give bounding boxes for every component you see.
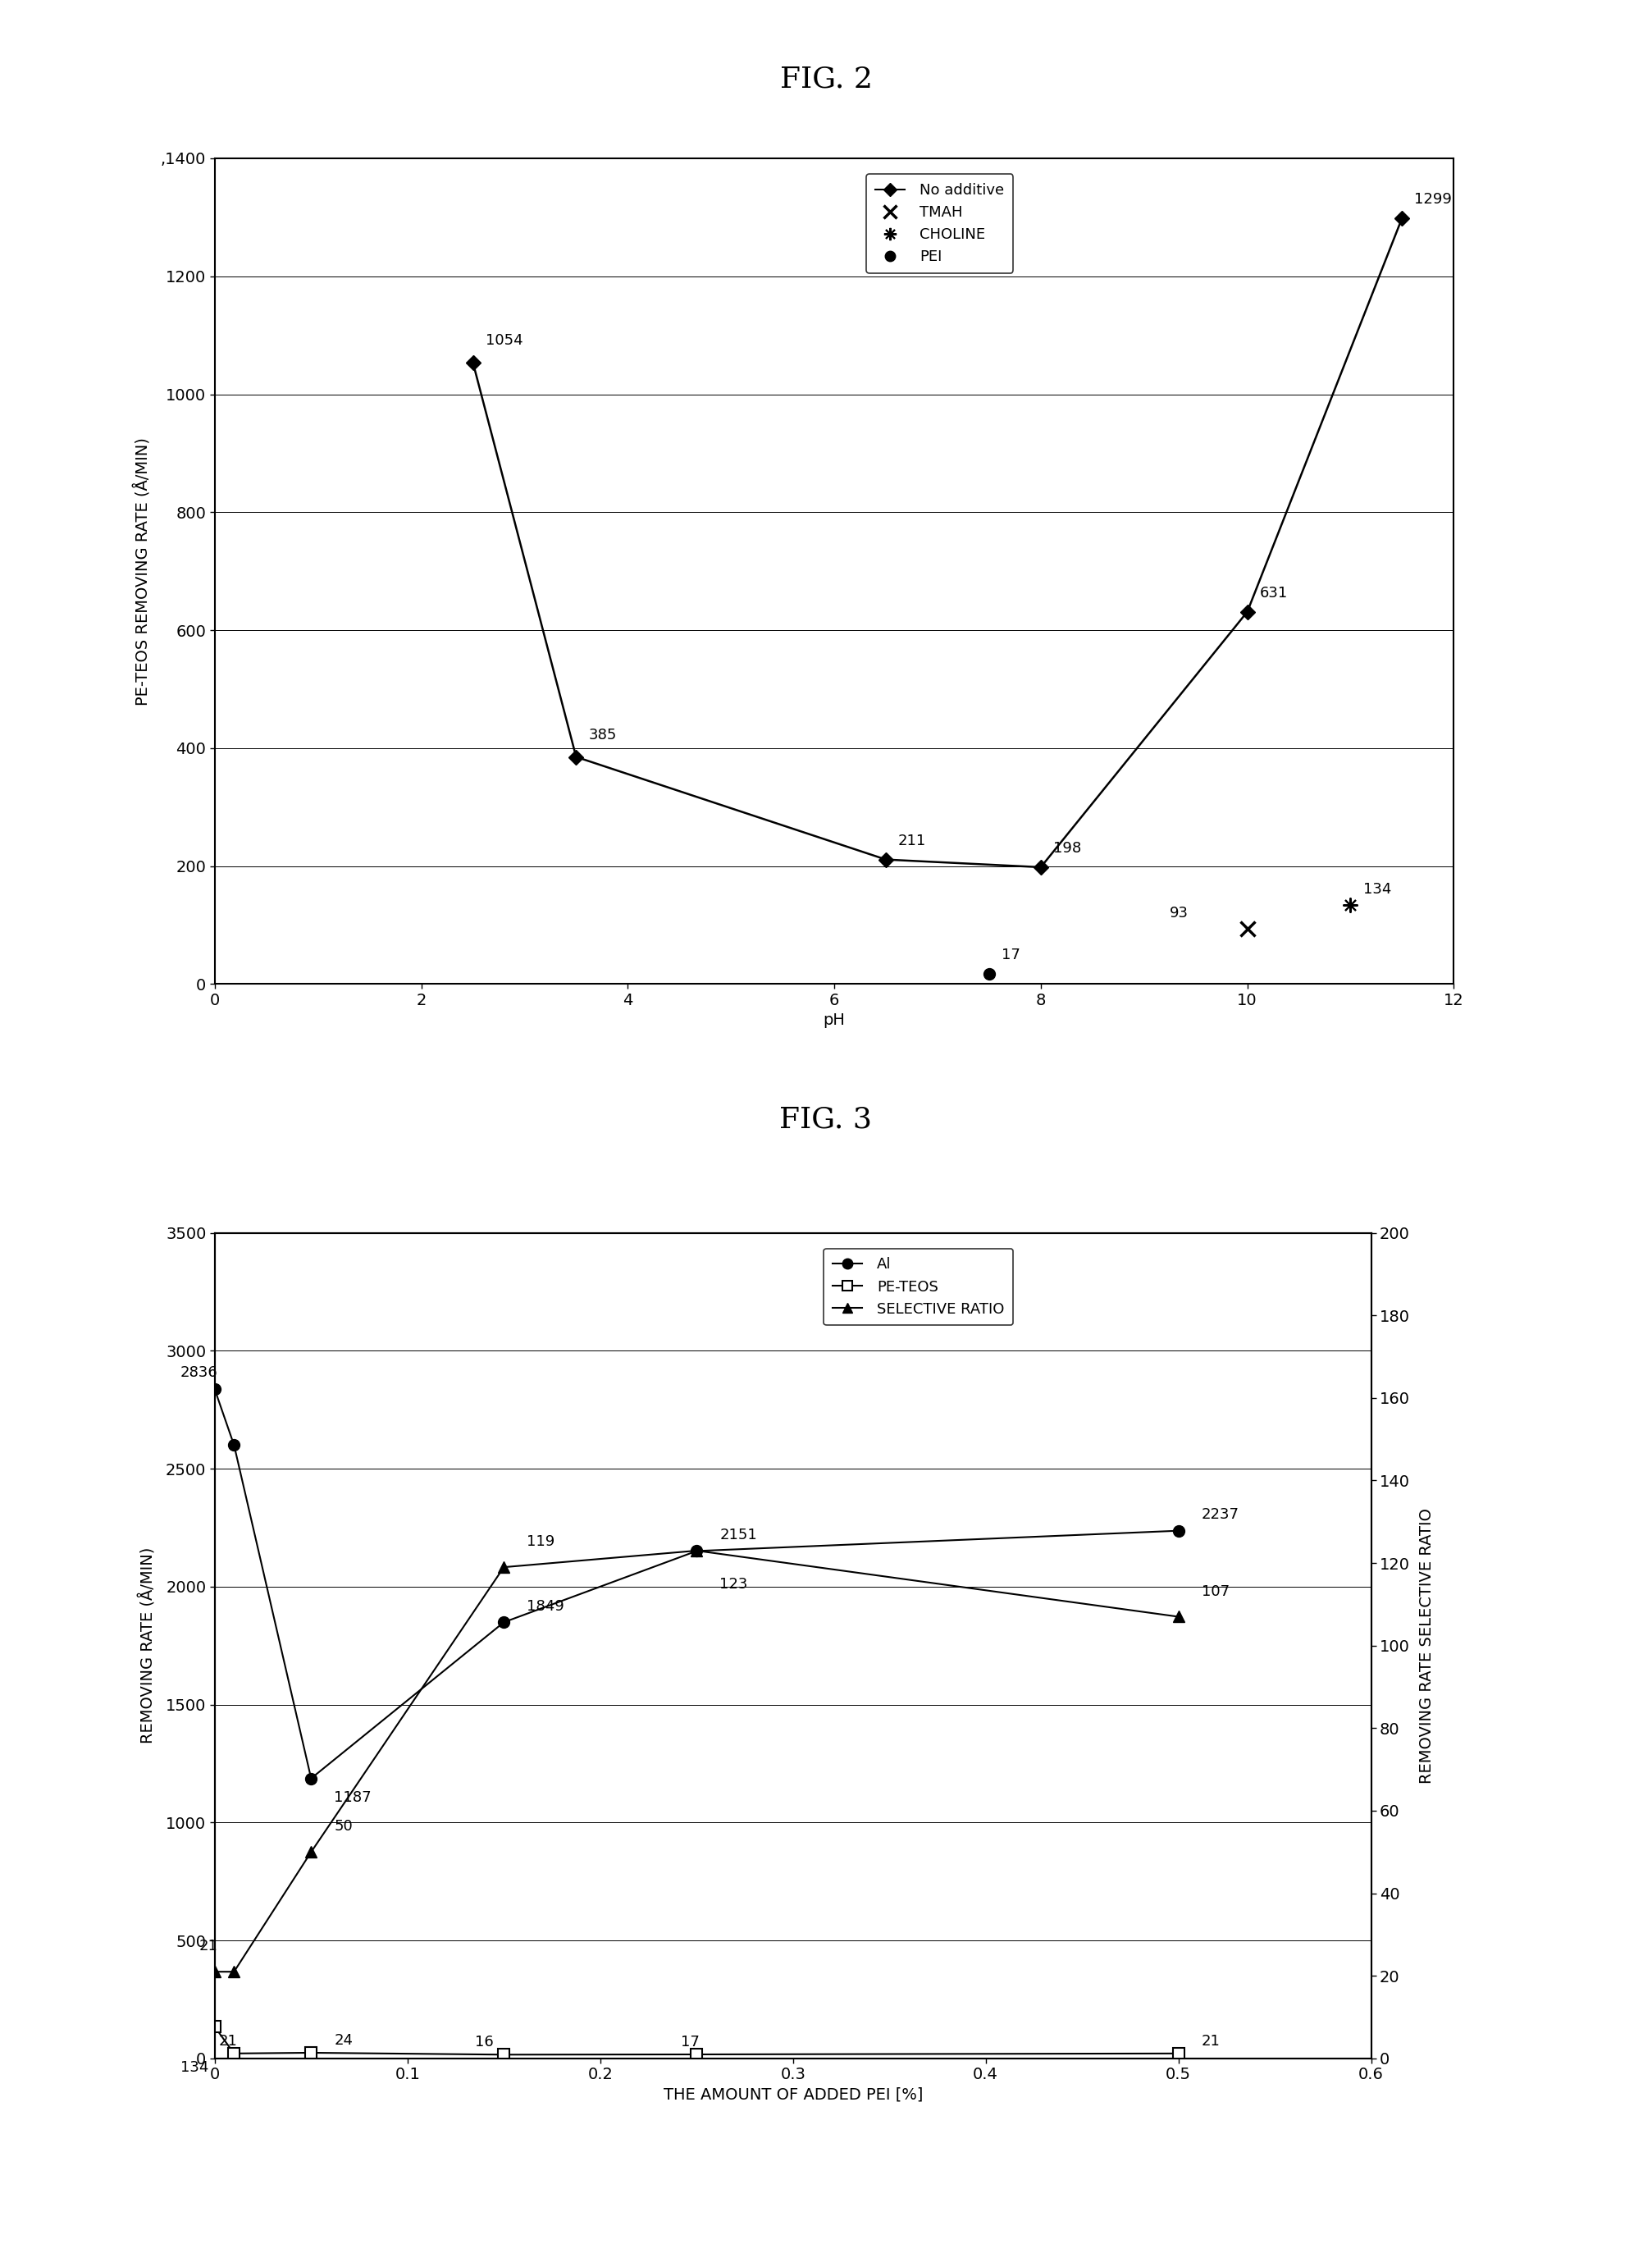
Text: 198: 198 bbox=[1054, 841, 1082, 855]
Y-axis label: REMOVING RATE SELECTIVE RATIO: REMOVING RATE SELECTIVE RATIO bbox=[1419, 1509, 1434, 1782]
X-axis label: THE AMOUNT OF ADDED PEI [%]: THE AMOUNT OF ADDED PEI [%] bbox=[662, 2088, 923, 2104]
X-axis label: pH: pH bbox=[823, 1013, 846, 1029]
Text: 123: 123 bbox=[720, 1577, 748, 1592]
Text: 107: 107 bbox=[1201, 1583, 1229, 1599]
Text: 631: 631 bbox=[1259, 586, 1289, 599]
Text: 17: 17 bbox=[681, 2034, 700, 2049]
Y-axis label: REMOVING RATE (Å/MIN): REMOVING RATE (Å/MIN) bbox=[139, 1547, 157, 1744]
Y-axis label: PE-TEOS REMOVING RATE (Å/MIN): PE-TEOS REMOVING RATE (Å/MIN) bbox=[134, 437, 152, 706]
Text: 21: 21 bbox=[200, 1939, 218, 1954]
Text: 119: 119 bbox=[527, 1534, 555, 1549]
Text: 1849: 1849 bbox=[527, 1599, 565, 1613]
Text: 1299: 1299 bbox=[1414, 192, 1452, 206]
Text: 24: 24 bbox=[334, 2034, 354, 2047]
Text: 2237: 2237 bbox=[1201, 1506, 1239, 1522]
Text: 50: 50 bbox=[334, 1819, 354, 1834]
Text: 93: 93 bbox=[1170, 905, 1189, 921]
Text: 16: 16 bbox=[476, 2036, 494, 2049]
Legend: No additive, TMAH, CHOLINE, PEI: No additive, TMAH, CHOLINE, PEI bbox=[866, 174, 1013, 274]
Text: 21: 21 bbox=[1201, 2034, 1221, 2049]
Text: FIG. 3: FIG. 3 bbox=[780, 1106, 872, 1133]
Text: 2151: 2151 bbox=[720, 1527, 757, 1543]
Text: 1054: 1054 bbox=[486, 333, 522, 348]
Text: 1187: 1187 bbox=[334, 1792, 372, 1805]
Legend: Al, PE-TEOS, SELECTIVE RATIO: Al, PE-TEOS, SELECTIVE RATIO bbox=[823, 1249, 1013, 1326]
Text: FIG. 2: FIG. 2 bbox=[780, 66, 872, 93]
Text: 21: 21 bbox=[218, 2034, 238, 2049]
Text: 17: 17 bbox=[1001, 948, 1021, 964]
Text: 211: 211 bbox=[899, 832, 927, 848]
Text: 134: 134 bbox=[1363, 882, 1391, 896]
Text: 134: 134 bbox=[180, 2061, 208, 2074]
Text: 2836: 2836 bbox=[180, 1364, 218, 1380]
Text: 385: 385 bbox=[588, 728, 616, 742]
